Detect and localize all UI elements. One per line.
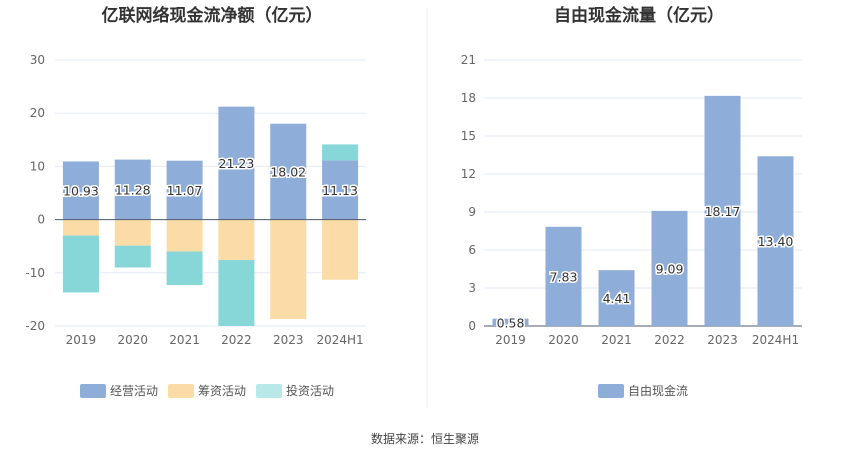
legend-label-free-cashflow[interactable]: 自由现金流 xyxy=(628,383,688,398)
left-y-tick-label: 30 xyxy=(30,53,45,67)
data-label-2021: 11.07 xyxy=(167,183,203,198)
legend-swatch-financing[interactable] xyxy=(168,384,194,398)
data-label-2020: 7.83 xyxy=(550,269,578,284)
left-x-tick-label: 2020 xyxy=(117,333,148,347)
data-source: 数据来源：恒生聚源 xyxy=(371,431,479,446)
legend-swatch-investing[interactable] xyxy=(256,384,282,398)
left-x-tick-label: 2021 xyxy=(169,333,200,347)
bar-free-cashflow-2020[interactable] xyxy=(545,226,582,326)
left-chart-title: 亿联网络现金流净额（亿元） xyxy=(102,5,323,26)
data-label-2024H1: 13.40 xyxy=(758,234,794,249)
data-label-2022: 21.23 xyxy=(219,156,255,171)
bar-投资活动-2022[interactable] xyxy=(218,260,255,326)
left-y-tick-label: -10 xyxy=(25,266,45,280)
right-y-tick-label: 6 xyxy=(468,243,476,257)
right-y-tick-label: 12 xyxy=(461,167,476,181)
right-y-tick-label: 18 xyxy=(461,91,476,105)
bar-free-cashflow-2023[interactable] xyxy=(704,95,741,326)
right-x-tick-label: 2023 xyxy=(707,333,738,347)
bar-筹资活动-2019[interactable] xyxy=(62,219,99,236)
right-y-tick-label: 15 xyxy=(461,129,476,143)
left-x-tick-label: 2024H1 xyxy=(316,333,363,347)
data-label-2024H1: 11.13 xyxy=(322,183,358,198)
bar-筹资活动-2024H1[interactable] xyxy=(322,219,359,280)
right-x-tick-label: 2022 xyxy=(654,333,685,347)
bar-投资活动-2019[interactable] xyxy=(62,235,99,293)
bar-投资活动-2024H1[interactable] xyxy=(322,144,359,161)
right-x-tick-label: 2019 xyxy=(495,333,526,347)
bar-筹资活动-2023[interactable] xyxy=(270,219,307,320)
left-y-tick-label: 10 xyxy=(30,159,45,173)
bar-free-cashflow-2019[interactable] xyxy=(492,318,529,326)
right-y-tick-label: 3 xyxy=(468,281,476,295)
left-y-tick-label: 0 xyxy=(37,213,45,227)
right-x-tick-label: 2024H1 xyxy=(752,333,799,347)
left-x-tick-label: 2019 xyxy=(66,333,97,347)
left-x-tick-label: 2023 xyxy=(273,333,304,347)
legend-swatch-free-cashflow[interactable] xyxy=(598,384,624,398)
bar-经营活动-2024H1[interactable] xyxy=(322,160,359,220)
data-label-2019: 0.58 xyxy=(497,315,525,330)
bar-经营活动-2021[interactable] xyxy=(166,160,203,220)
right-legend: 自由现金流 xyxy=(598,383,688,398)
cashflow-chart: 亿联网络现金流净额（亿元） 10.93 11.28 11.07 21.23 18.02 1… xyxy=(25,5,366,398)
bar-筹资活动-2020[interactable] xyxy=(114,219,151,246)
right-x-tick-label: 2021 xyxy=(601,333,632,347)
data-label-2021: 4.41 xyxy=(603,291,631,306)
left-y-tick-label: -20 xyxy=(25,319,45,333)
bar-投资活动-2020[interactable] xyxy=(114,245,151,268)
bar-筹资活动-2022[interactable] xyxy=(218,219,255,261)
left-legend: 经营活动 筹资活动 投资活动 xyxy=(80,383,334,398)
data-label-2023: 18.17 xyxy=(705,204,741,219)
legend-swatch-operating[interactable] xyxy=(80,384,106,398)
legend-label-operating[interactable]: 经营活动 xyxy=(110,384,158,398)
free-cashflow-chart: 自由现金流量（亿元） 0.58 7.83 4.41 9.09 18.17 13.40 21… xyxy=(461,5,802,398)
right-y-tick-label: 0 xyxy=(468,319,476,333)
bar-经营活动-2022[interactable] xyxy=(218,106,255,220)
data-label-2019: 10.93 xyxy=(63,184,99,199)
bar-free-cashflow-2024H1[interactable] xyxy=(757,156,794,326)
right-x-tick-label: 2020 xyxy=(548,333,579,347)
bar-free-cashflow-2022[interactable] xyxy=(651,210,688,326)
data-label-2020: 11.28 xyxy=(115,183,151,198)
bar-筹资活动-2021[interactable] xyxy=(166,219,203,252)
bar-投资活动-2021[interactable] xyxy=(166,251,203,286)
bar-经营活动-2020[interactable] xyxy=(114,159,151,220)
right-y-tick-label: 9 xyxy=(468,205,476,219)
legend-label-financing[interactable]: 筹资活动 xyxy=(198,384,246,398)
bar-经营活动-2023[interactable] xyxy=(270,123,307,220)
left-x-tick-label: 2022 xyxy=(221,333,252,347)
right-chart-title: 自由现金流量（亿元） xyxy=(554,5,724,26)
left-y-tick-label: 20 xyxy=(30,106,45,120)
bar-经营活动-2019[interactable] xyxy=(62,161,99,220)
data-label-2022: 9.09 xyxy=(656,261,684,276)
right-y-tick-label: 21 xyxy=(461,53,476,67)
bar-free-cashflow-2021[interactable] xyxy=(598,270,635,326)
legend-label-investing[interactable]: 投资活动 xyxy=(286,383,334,398)
data-label-2023: 18.02 xyxy=(270,165,306,180)
